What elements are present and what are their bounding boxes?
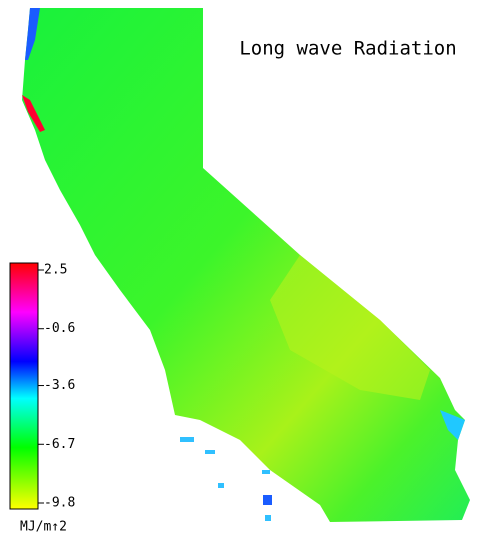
colorbar xyxy=(9,262,39,510)
colorbar-tick-label: -9.8 xyxy=(44,496,75,511)
colorbar-ticks: 2.5 -0.6 -3.6 -6.7 -9.8 xyxy=(38,263,75,511)
map-title: Long wave Radiation xyxy=(239,38,456,60)
colorbar-tick-label: -3.6 xyxy=(44,378,75,393)
colorbar-tick-label: -0.6 xyxy=(44,321,75,336)
colorbar-tick-label: 2.5 xyxy=(44,263,67,278)
colorbar-tick-label: -6.7 xyxy=(44,437,75,452)
colorbar-unit: MJ/m↑2 xyxy=(20,520,67,535)
california-map xyxy=(22,8,470,522)
